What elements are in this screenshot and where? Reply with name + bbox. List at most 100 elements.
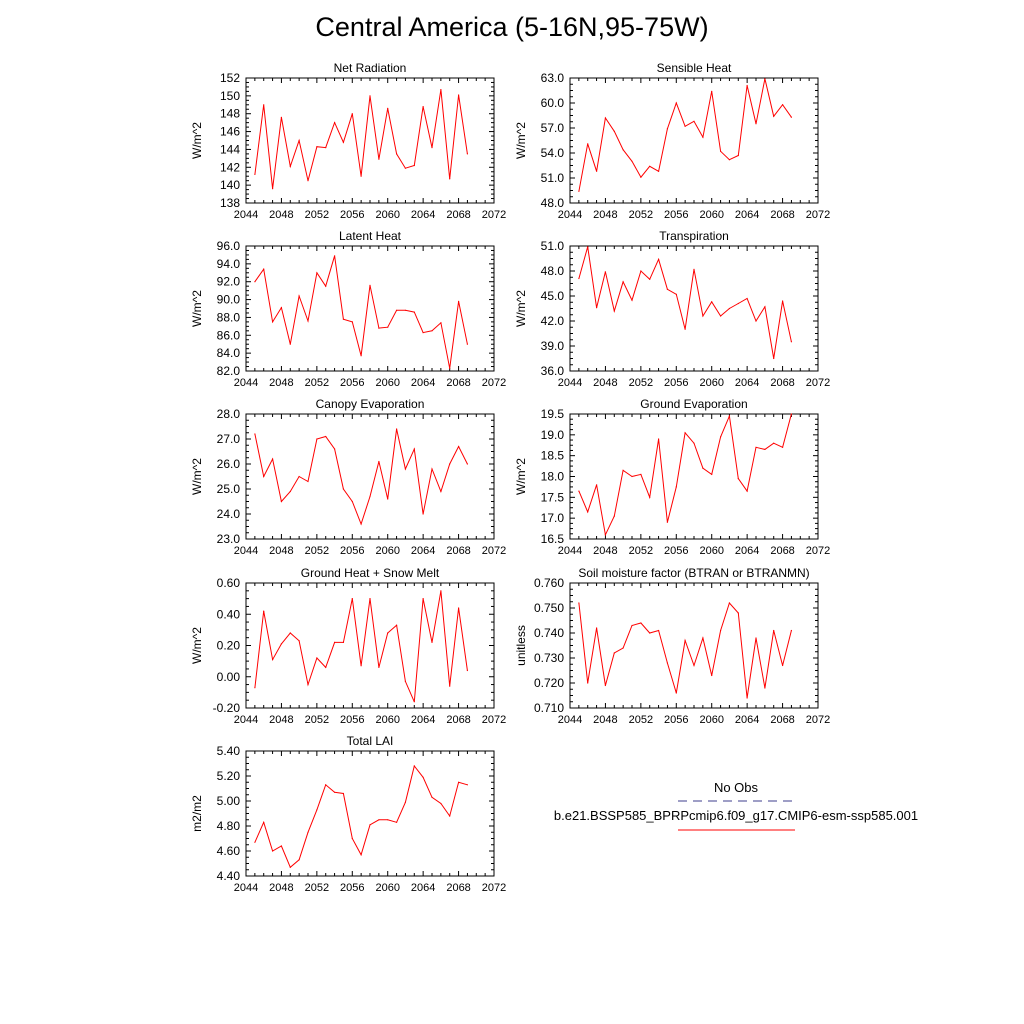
x-tick-label: 2052 <box>305 714 329 726</box>
x-tick-label: 2060 <box>375 882 399 894</box>
data-point <box>702 315 704 317</box>
y-tick-label: 27.0 <box>217 432 241 446</box>
data-point <box>578 190 580 192</box>
data-point <box>693 120 695 122</box>
data-point <box>613 310 615 312</box>
data-point <box>413 311 415 313</box>
data-point <box>298 295 300 297</box>
x-tick-label: 2044 <box>234 714 258 726</box>
data-point <box>711 90 713 92</box>
panel-1: Sensible Heat W/m^2 2044 2048 2052 2056 2060 20… <box>514 61 830 221</box>
data-point <box>254 281 256 283</box>
x-tick-label: 2056 <box>340 209 364 221</box>
data-point <box>272 458 274 460</box>
data-point <box>782 300 784 302</box>
series-line <box>254 590 468 702</box>
data-point <box>711 674 713 677</box>
y-tick-label: 23.0 <box>217 532 241 546</box>
x-tick-label: 2044 <box>558 545 582 557</box>
data-point <box>404 801 406 803</box>
panel-0: Net Radiation W/m^2 2044 2048 2052 2056 2060 20… <box>190 61 506 221</box>
x-tick-label: 2048 <box>269 714 293 726</box>
data-point <box>702 467 704 469</box>
data-point <box>404 167 406 169</box>
data-point <box>675 293 677 295</box>
y-tick-label: 94.0 <box>217 257 241 271</box>
data-point <box>351 500 353 503</box>
panel-title: Total LAI <box>347 734 394 748</box>
data-point <box>360 665 362 667</box>
data-point <box>587 143 589 145</box>
x-tick-label: 2052 <box>629 209 653 221</box>
panel-title: Transpiration <box>659 229 729 243</box>
x-tick-label: 2052 <box>305 882 329 894</box>
data-point <box>640 473 642 475</box>
data-point <box>342 318 344 320</box>
panel-3: Transpiration W/m^2 2044 2048 2052 2056 2060 20… <box>514 229 830 389</box>
data-point <box>307 480 309 483</box>
y-tick-label: 39.0 <box>541 339 565 353</box>
x-tick-label: 2072 <box>806 714 830 726</box>
data-point <box>431 641 433 644</box>
data-point <box>790 629 793 632</box>
y-tick-label: 92.0 <box>217 275 241 289</box>
x-tick-label: 2052 <box>629 714 653 726</box>
y-tick-label: 0.750 <box>534 601 564 615</box>
data-point <box>666 662 669 664</box>
y-tick-label: 0.60 <box>217 576 241 590</box>
data-point <box>737 612 739 614</box>
data-point <box>307 180 309 182</box>
y-axis-label: W/m^2 <box>514 122 528 159</box>
y-axis-label: W/m^2 <box>514 458 528 495</box>
data-point <box>351 321 353 323</box>
data-point <box>466 463 468 465</box>
data-point <box>316 657 318 659</box>
data-point <box>404 309 406 311</box>
data-point <box>431 330 433 332</box>
series-line <box>254 255 468 369</box>
y-tick-label: 19.5 <box>541 407 565 421</box>
data-point <box>737 478 739 480</box>
data-point <box>369 824 371 826</box>
data-point <box>298 640 300 642</box>
y-tick-label: 146 <box>220 125 240 139</box>
data-point <box>404 680 406 683</box>
y-tick-label: 18.5 <box>541 449 565 463</box>
data-point <box>458 300 460 302</box>
data-point <box>728 602 731 604</box>
data-point <box>413 164 415 167</box>
data-point <box>351 598 353 600</box>
x-tick-label: 2064 <box>411 714 435 726</box>
x-tick-label: 2068 <box>446 209 470 221</box>
x-tick-label: 2048 <box>593 209 617 221</box>
data-point <box>458 607 460 609</box>
data-point <box>360 854 362 856</box>
y-tick-label: 16.5 <box>541 532 565 546</box>
data-point <box>263 268 265 270</box>
data-point <box>342 141 344 143</box>
data-point <box>431 147 433 149</box>
x-tick-label: 2068 <box>770 209 794 221</box>
data-point <box>272 321 274 323</box>
data-point <box>431 468 433 470</box>
data-point <box>316 438 318 440</box>
data-point <box>413 765 415 767</box>
x-tick-label: 2072 <box>482 377 506 389</box>
data-point <box>773 357 775 360</box>
data-point <box>466 343 468 345</box>
y-tick-label: 5.20 <box>217 769 241 783</box>
x-tick-label: 2064 <box>411 209 435 221</box>
plot-frame <box>245 413 495 540</box>
data-point <box>755 123 757 125</box>
data-point <box>396 309 398 311</box>
data-point <box>387 107 389 109</box>
x-tick-label: 2048 <box>269 882 293 894</box>
data-point <box>334 791 336 793</box>
y-tick-label: 63.0 <box>541 71 565 85</box>
y-tick-label: 28.0 <box>217 407 241 421</box>
data-point <box>449 815 451 817</box>
series-line <box>254 764 468 869</box>
y-tick-label: 144 <box>220 142 240 156</box>
data-point <box>649 632 651 634</box>
x-tick-label: 2056 <box>340 377 364 389</box>
